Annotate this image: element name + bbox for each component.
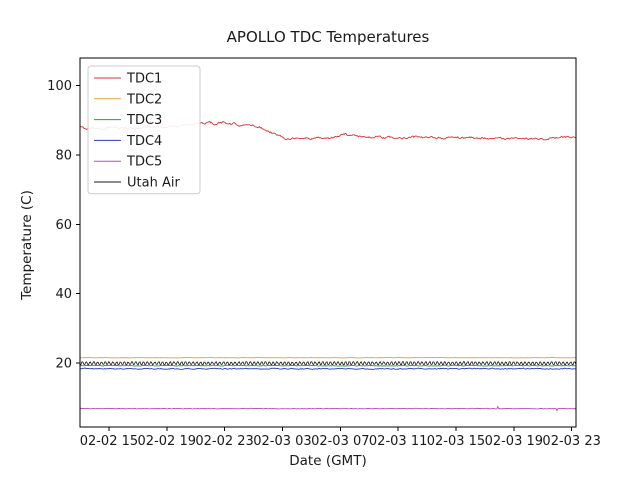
x-tick-label: 02-03 19 [485,434,543,449]
x-tick-label: 02-03 07 [311,434,369,449]
x-axis-label: Date (GMT) [289,453,367,469]
x-tick-label: 02-02 19 [138,434,196,449]
series-line-utah-air [80,361,576,366]
series-line-tdc2 [80,356,576,359]
series-line-tdc4 [80,367,576,370]
legend-frame [87,65,201,195]
legend-label-tdc3: TDC3 [126,113,162,128]
series-line-tdc5 [80,405,576,412]
y-tick-label: 40 [55,287,72,302]
legend-label-tdc2: TDC2 [126,92,162,107]
chart-title: APOLLO TDC Temperatures [226,28,430,46]
x-tick-label: 02-03 11 [369,434,427,449]
y-tick-label: 80 [55,149,72,164]
x-tick-label: 02-02 23 [195,434,253,449]
y-tick-label: 100 [47,79,72,94]
legend-label-tdc5: TDC5 [126,155,162,170]
legend-label-utah-air: Utah Air [127,176,180,191]
series-line-tdc3 [80,364,576,367]
axes-frame [79,57,577,428]
x-tick-label: 02-03 15 [427,434,485,449]
legend: TDC1 TDC2 TDC3 TDC4 TDC5 Utah Air [87,65,201,195]
y-tick-label: 20 [55,356,72,371]
x-tick-label: 02-03 03 [253,434,311,449]
y-tick-label: 60 [55,218,72,233]
legend-label-tdc4: TDC4 [126,134,162,149]
legend-label-tdc1: TDC1 [126,72,162,87]
x-tick-label: 02-02 15 [80,434,138,449]
x-tick-label: 02-03 23 [542,434,600,449]
